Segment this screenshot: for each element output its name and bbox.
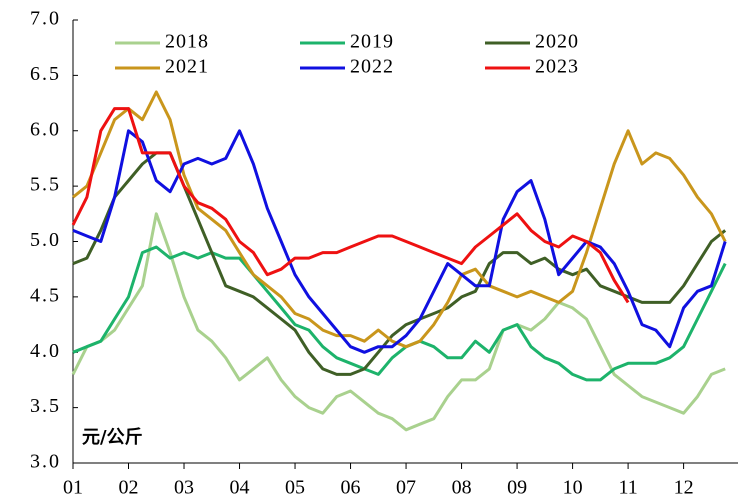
y-tick-label: 5.5 bbox=[30, 174, 61, 196]
x-tick-label: 03 bbox=[174, 477, 194, 499]
x-tick-label: 04 bbox=[230, 477, 250, 499]
x-tick-label: 10 bbox=[563, 477, 583, 499]
y-tick-label: 4.5 bbox=[30, 284, 61, 306]
y-tick-label: 6.0 bbox=[30, 118, 61, 140]
series-line bbox=[72, 90, 727, 349]
series-line bbox=[72, 245, 727, 382]
series-line bbox=[71, 107, 630, 304]
y-tick-label: 4.0 bbox=[30, 340, 61, 362]
y-tick-label: 5.0 bbox=[30, 229, 61, 251]
x-tick-label: 02 bbox=[119, 477, 139, 499]
series-line bbox=[72, 129, 727, 354]
x-tick-label: 08 bbox=[452, 477, 472, 499]
legend-label: 2022 bbox=[350, 56, 394, 78]
x-tick-label: 11 bbox=[618, 477, 637, 499]
legend-label: 2023 bbox=[535, 56, 579, 78]
y-tick-label: 3.5 bbox=[30, 395, 61, 417]
series-line bbox=[71, 212, 726, 432]
legend-label: 2018 bbox=[165, 31, 209, 53]
x-tick-label: 12 bbox=[674, 477, 694, 499]
legend-label: 2019 bbox=[350, 31, 394, 53]
y-axis-label: 元/公斤 bbox=[82, 427, 143, 448]
x-tick-label: 07 bbox=[396, 477, 416, 499]
x-tick-label: 06 bbox=[341, 477, 361, 499]
y-tick-label: 7.0 bbox=[30, 8, 61, 30]
x-tick-label: 01 bbox=[63, 477, 83, 499]
y-tick-label: 6.5 bbox=[30, 63, 61, 85]
legend-label: 2020 bbox=[535, 31, 579, 53]
x-tick-label: 09 bbox=[507, 477, 527, 499]
legend-label: 2021 bbox=[165, 56, 209, 78]
y-tick-label: 3.0 bbox=[30, 451, 61, 473]
x-tick-label: 05 bbox=[285, 477, 305, 499]
